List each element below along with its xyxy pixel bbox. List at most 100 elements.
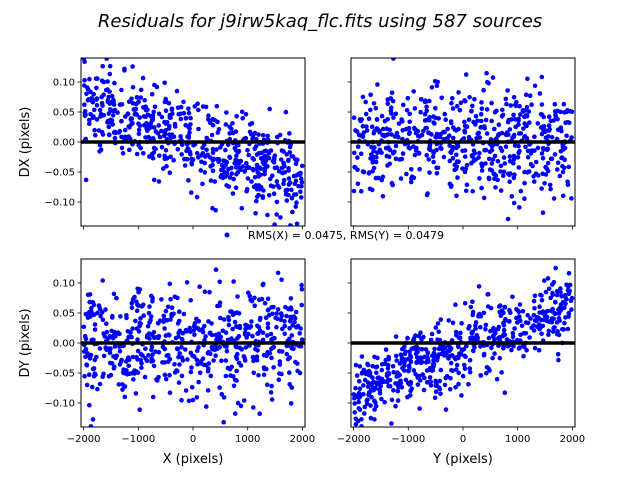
data-point <box>433 353 439 359</box>
data-point <box>407 349 412 355</box>
data-point <box>377 148 383 154</box>
data-point <box>546 328 552 334</box>
data-point <box>443 407 449 412</box>
data-point <box>367 382 373 387</box>
data-point <box>419 337 424 342</box>
data-point <box>419 356 424 361</box>
data-point <box>202 170 208 175</box>
figure-title: Residuals for j9irw5kaq_flc.fits using 5… <box>98 11 542 32</box>
data-point <box>87 292 93 297</box>
data-point <box>297 172 303 178</box>
data-point <box>164 163 169 169</box>
data-point <box>562 157 567 163</box>
data-point <box>119 357 124 363</box>
data-point <box>234 356 240 362</box>
data-point <box>234 368 239 374</box>
data-point <box>278 157 284 162</box>
data-point <box>174 88 180 94</box>
data-point <box>410 346 416 351</box>
data-point <box>562 145 568 151</box>
data-point <box>203 154 208 159</box>
data-point <box>496 122 502 127</box>
data-point <box>518 318 523 324</box>
data-point <box>356 379 362 384</box>
data-point <box>83 177 89 183</box>
data-point <box>463 99 468 104</box>
data-point <box>138 351 144 357</box>
data-point <box>213 267 219 273</box>
data-point <box>498 303 503 308</box>
data-point <box>449 100 454 106</box>
data-point <box>406 363 412 369</box>
data-point <box>264 366 269 372</box>
data-point <box>447 386 453 392</box>
data-point <box>195 348 200 354</box>
data-point <box>231 383 237 389</box>
data-point <box>238 167 243 173</box>
data-point <box>566 289 572 294</box>
data-point <box>197 370 203 376</box>
data-point <box>299 179 305 185</box>
data-point <box>86 97 92 102</box>
data-point <box>507 172 512 178</box>
data-point <box>528 162 534 167</box>
data-point <box>229 165 234 171</box>
data-point <box>459 347 465 353</box>
data-point <box>81 324 87 330</box>
data-point <box>82 102 87 107</box>
data-point <box>566 271 572 276</box>
data-point <box>464 182 470 188</box>
data-point <box>86 372 92 378</box>
data-point <box>445 126 450 132</box>
data-point <box>252 295 257 301</box>
data-point <box>449 183 454 188</box>
data-point <box>287 370 292 375</box>
data-point <box>202 289 208 295</box>
data-point <box>286 176 292 181</box>
data-point <box>366 170 372 175</box>
data-point <box>389 132 394 137</box>
data-point <box>163 96 168 102</box>
data-point <box>269 397 275 402</box>
data-point <box>110 315 115 320</box>
data-point <box>238 158 244 164</box>
data-point <box>501 155 507 160</box>
data-point <box>517 103 522 109</box>
data-point <box>276 185 282 190</box>
data-point <box>219 174 225 179</box>
data-point <box>356 132 362 138</box>
data-point <box>458 100 464 106</box>
data-point <box>451 135 456 141</box>
data-point <box>427 170 432 175</box>
data-point <box>282 319 287 324</box>
data-point <box>359 424 364 427</box>
data-point <box>133 391 139 396</box>
data-point <box>208 373 214 379</box>
data-point <box>551 279 557 285</box>
data-point <box>399 117 405 122</box>
data-point <box>162 80 167 86</box>
data-point <box>398 176 404 181</box>
data-point <box>422 112 428 117</box>
data-point <box>134 151 140 157</box>
data-point <box>375 381 380 387</box>
data-point <box>291 173 297 179</box>
data-point <box>391 115 396 120</box>
x-tick-label: 1000 <box>235 434 260 445</box>
data-point <box>360 124 366 129</box>
data-point <box>298 189 303 194</box>
data-point <box>178 116 184 122</box>
data-point <box>368 415 374 421</box>
data-point <box>555 351 561 357</box>
data-point <box>250 354 256 360</box>
data-point <box>250 136 255 142</box>
data-point <box>175 321 181 326</box>
data-point <box>442 352 447 357</box>
data-point <box>483 322 489 328</box>
data-point <box>169 107 175 113</box>
data-point <box>168 297 173 302</box>
data-point <box>295 361 300 366</box>
data-point <box>535 324 540 330</box>
data-point <box>105 87 110 92</box>
data-point <box>268 390 274 395</box>
